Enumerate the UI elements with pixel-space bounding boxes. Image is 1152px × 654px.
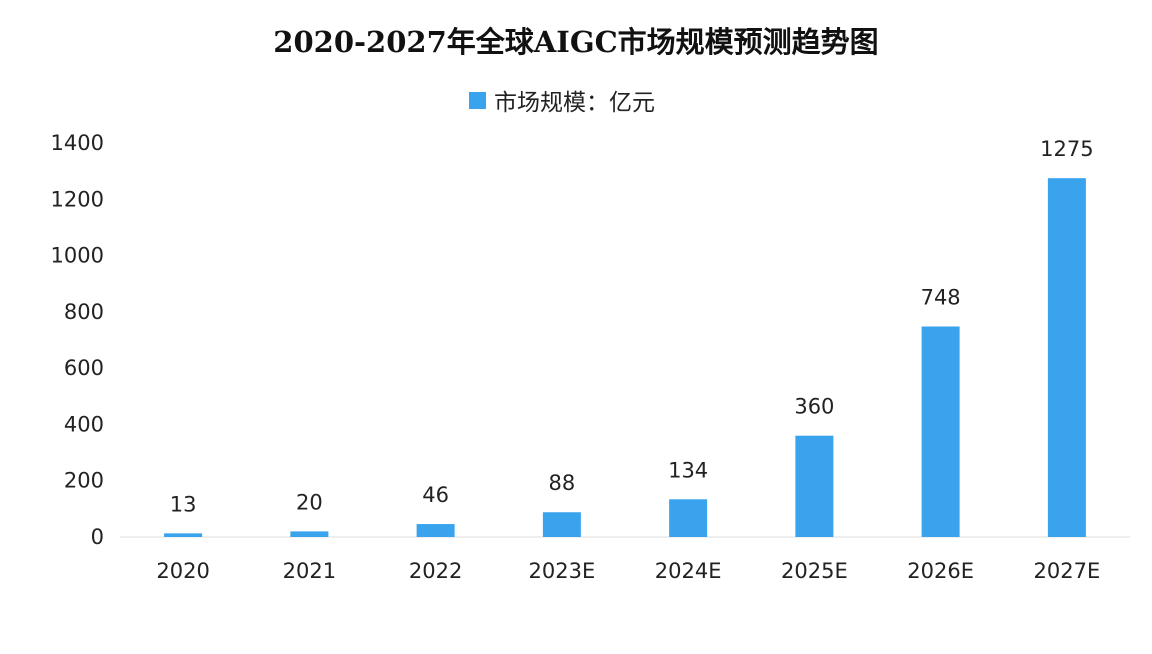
data-label-2021: 20	[296, 490, 323, 514]
x-tick-label-2021: 2021	[283, 559, 336, 583]
y-tick-label: 800	[64, 300, 104, 324]
data-label-2026E: 748	[921, 285, 961, 309]
legend: 市场规模：亿元	[469, 90, 655, 116]
chart-title: 2020-2027年全球AIGC市场规模预测趋势图	[273, 25, 878, 59]
bar-2023E	[542, 512, 581, 537]
y-tick-label: 0	[91, 525, 104, 549]
bar-2021	[290, 531, 329, 537]
data-label-2022: 46	[422, 483, 449, 507]
bar-2024E	[669, 499, 708, 537]
x-axis: 2020 2021 2022 2023E 2024E 2025E 2026E 2027E	[120, 536, 1130, 583]
y-axis: 0 200 400 600 800 1000 1200 1400	[51, 131, 104, 549]
bar-2025E	[795, 435, 834, 537]
bar-2027E	[1047, 178, 1086, 537]
bar-2020	[164, 533, 203, 537]
bar-series	[164, 178, 1086, 537]
y-tick-label: 600	[64, 356, 104, 380]
y-tick-label: 1200	[51, 187, 104, 211]
y-tick-label: 400	[64, 412, 104, 436]
y-tick-label: 200	[64, 469, 104, 493]
legend-swatch	[469, 92, 486, 109]
x-tick-label-2024E: 2024E	[655, 559, 722, 583]
x-tick-label-2022: 2022	[409, 559, 462, 583]
bar-2026E	[921, 326, 960, 537]
y-tick-label: 1000	[51, 244, 104, 268]
y-tick-label: 1400	[51, 131, 104, 155]
x-tick-label-2025E: 2025E	[781, 559, 848, 583]
x-tick-label-2023E: 2023E	[529, 559, 596, 583]
x-tick-label-2027E: 2027E	[1034, 559, 1101, 583]
data-label-2024E: 134	[668, 458, 708, 482]
x-tick-label-2026E: 2026E	[907, 559, 974, 583]
data-label-2020: 13	[170, 492, 197, 516]
data-label-2027E: 1275	[1040, 137, 1093, 161]
x-tick-label-2020: 2020	[156, 559, 209, 583]
data-label-2023E: 88	[549, 471, 576, 495]
data-labels: 13 20 46 88 134 360 748 1275	[170, 137, 1094, 516]
legend-label: 市场规模：亿元	[494, 90, 655, 116]
data-label-2025E: 360	[794, 395, 834, 419]
bar-2022	[416, 524, 455, 537]
